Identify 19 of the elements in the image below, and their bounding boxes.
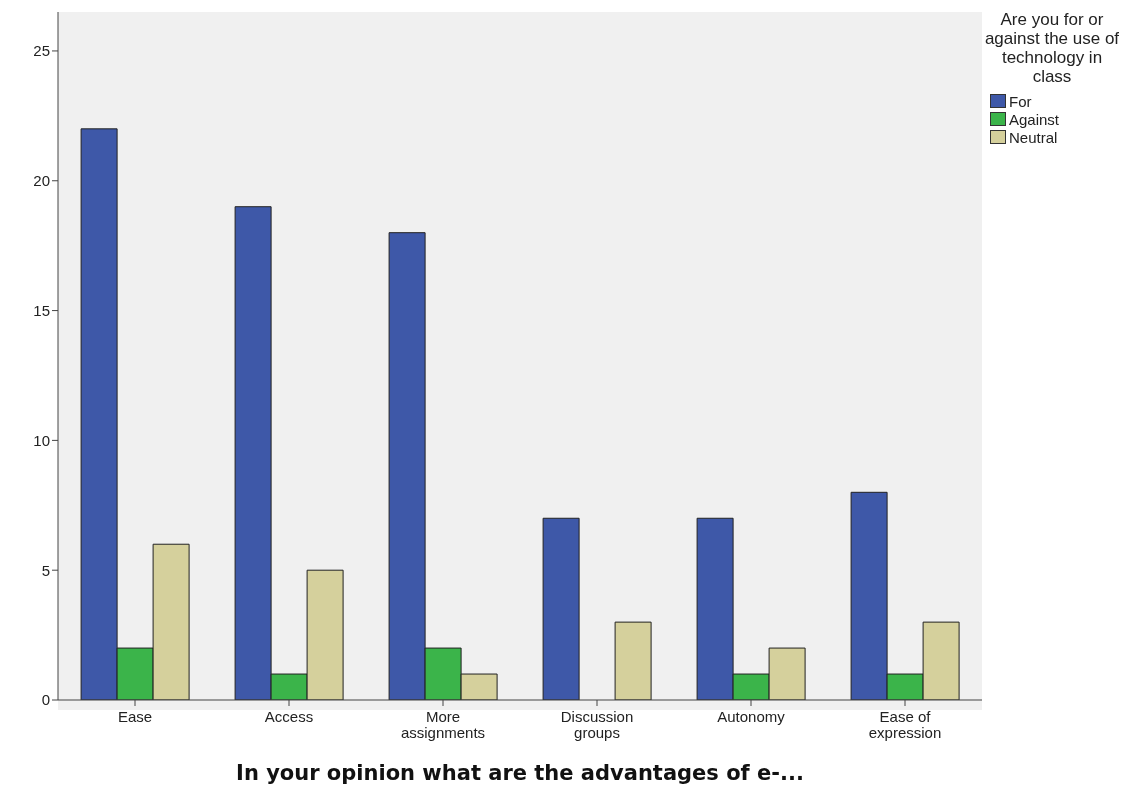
x-tick-label: Discussion groups [560,708,634,741]
y-tick-label: 25 [33,42,50,60]
y-tick-label: 5 [41,561,50,579]
y-tick-label: 20 [33,172,50,190]
bar [542,517,580,700]
y-tick-label: 0 [41,691,50,709]
y-tick-label: 15 [33,301,50,319]
legend-label: Neutral [1008,128,1059,146]
x-tick-label: More assignments [400,708,486,741]
x-axis-title: In your opinion what are the advantages of e-... [236,761,804,785]
legend-label: Against [1008,110,1061,128]
y-tick-label: 10 [33,431,50,449]
legend-label: For [1008,92,1033,110]
bar [614,621,652,700]
x-tick-label: Ease [117,708,153,725]
x-tick-label: Ease of expression [868,708,942,741]
x-tick-label: Autonomy [717,708,786,725]
legend-title: Are you for or against the use of technology in class [983,10,1121,86]
x-tick-label: Access [264,708,314,725]
